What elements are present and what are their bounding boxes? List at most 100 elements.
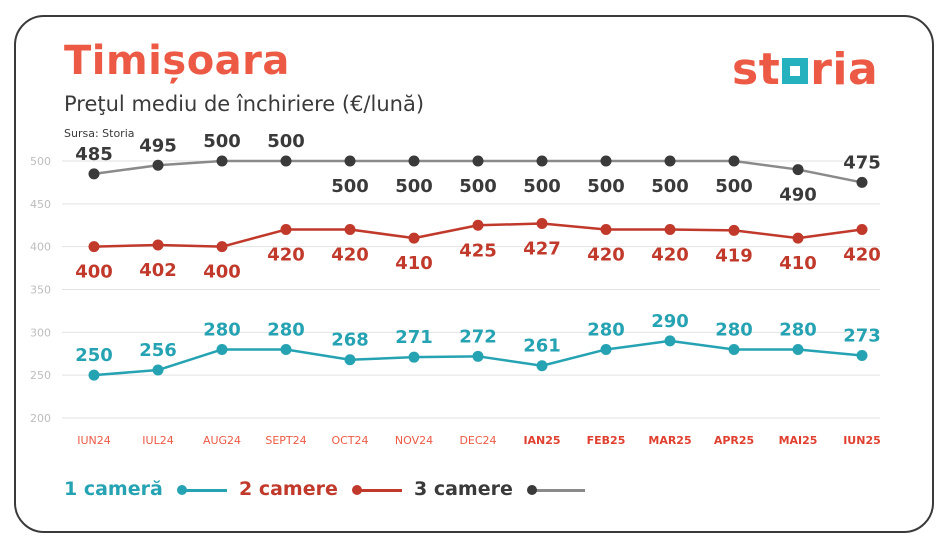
data-label: 280 bbox=[203, 319, 241, 340]
data-point bbox=[152, 364, 164, 376]
y-tick-label: 200 bbox=[30, 412, 51, 425]
data-point bbox=[280, 224, 292, 236]
data-point bbox=[408, 155, 420, 167]
x-tick-label: MAI25 bbox=[779, 434, 818, 447]
y-tick-label: 350 bbox=[30, 284, 51, 297]
data-label: 500 bbox=[267, 131, 305, 152]
y-tick-label: 450 bbox=[30, 198, 51, 211]
data-label: 280 bbox=[779, 319, 817, 340]
x-tick-label: IUN24 bbox=[77, 434, 111, 447]
storia-logo: st ria bbox=[732, 44, 879, 95]
data-label: 261 bbox=[523, 336, 561, 357]
y-tick-label: 250 bbox=[30, 369, 51, 382]
page-title: Timișoara bbox=[64, 38, 290, 84]
data-label: 427 bbox=[523, 239, 561, 260]
legend-label: 3 camere bbox=[414, 478, 513, 500]
data-label: 419 bbox=[715, 245, 753, 266]
data-label: 500 bbox=[523, 176, 561, 197]
data-label: 420 bbox=[267, 245, 305, 266]
legend-item-1-camera: 1 cameră bbox=[64, 478, 228, 500]
data-point bbox=[792, 164, 804, 176]
data-point bbox=[856, 176, 868, 188]
x-tick-label: APR25 bbox=[714, 434, 754, 447]
data-point bbox=[536, 155, 548, 167]
data-label: 500 bbox=[587, 176, 625, 197]
data-label: 500 bbox=[715, 176, 753, 197]
data-label: 410 bbox=[779, 253, 817, 274]
data-point bbox=[536, 360, 548, 372]
data-label: 420 bbox=[651, 245, 689, 266]
data-label: 475 bbox=[843, 152, 881, 173]
x-tick-label: IUL24 bbox=[142, 434, 173, 447]
data-label: 250 bbox=[75, 345, 113, 366]
data-label: 420 bbox=[331, 245, 369, 266]
data-point bbox=[856, 224, 868, 236]
data-label: 256 bbox=[139, 340, 177, 361]
data-label: 425 bbox=[459, 240, 497, 261]
data-point bbox=[536, 218, 548, 230]
legend-item-2-camere: 2 camere bbox=[239, 478, 403, 500]
data-label: 290 bbox=[651, 311, 689, 332]
data-point bbox=[728, 343, 740, 355]
data-label: 500 bbox=[331, 176, 369, 197]
x-tick-label: NOV24 bbox=[395, 434, 433, 447]
legend-swatch bbox=[177, 484, 228, 496]
legend-swatch bbox=[352, 484, 403, 496]
x-tick-label: OCT24 bbox=[331, 434, 368, 447]
data-label: 402 bbox=[139, 260, 177, 281]
data-point bbox=[88, 241, 100, 253]
data-point bbox=[408, 232, 420, 244]
data-label: 420 bbox=[587, 245, 625, 266]
legend-label: 2 camere bbox=[239, 478, 338, 500]
data-label: 500 bbox=[395, 176, 433, 197]
data-label: 280 bbox=[587, 319, 625, 340]
legend-label: 1 cameră bbox=[64, 478, 163, 500]
data-point bbox=[472, 350, 484, 362]
x-tick-label: AUG24 bbox=[203, 434, 241, 447]
data-label: 400 bbox=[203, 262, 241, 283]
data-point bbox=[664, 224, 676, 236]
chart-card bbox=[14, 15, 934, 533]
x-tick-label: FEB25 bbox=[587, 434, 626, 447]
data-point bbox=[88, 168, 100, 180]
data-label: 400 bbox=[75, 262, 113, 283]
data-point bbox=[856, 349, 868, 361]
data-label: 485 bbox=[75, 144, 113, 165]
data-label: 500 bbox=[651, 176, 689, 197]
source-note: Sursa: Storia bbox=[64, 127, 135, 140]
legend-swatch bbox=[527, 484, 586, 496]
data-label: 271 bbox=[395, 327, 433, 348]
x-tick-label: IAN25 bbox=[523, 434, 560, 447]
x-tick-label: MAR25 bbox=[648, 434, 691, 447]
data-point bbox=[664, 335, 676, 347]
data-point bbox=[472, 219, 484, 231]
x-tick-label: IUN25 bbox=[843, 434, 881, 447]
y-tick-label: 400 bbox=[30, 241, 51, 254]
x-tick-label: SEPT24 bbox=[265, 434, 306, 447]
x-tick-label: DEC24 bbox=[459, 434, 496, 447]
data-label: 490 bbox=[779, 185, 817, 206]
data-label: 273 bbox=[843, 325, 881, 346]
logo-square-icon bbox=[782, 58, 809, 84]
data-point bbox=[792, 343, 804, 355]
data-point bbox=[280, 155, 292, 167]
data-point bbox=[600, 343, 612, 355]
data-point bbox=[88, 369, 100, 381]
data-point bbox=[216, 343, 228, 355]
data-label: 410 bbox=[395, 253, 433, 274]
data-label: 272 bbox=[459, 326, 497, 347]
legend-item-3-camere: 3 camere bbox=[414, 478, 586, 500]
y-tick-label: 500 bbox=[30, 155, 51, 168]
data-point bbox=[472, 155, 484, 167]
data-point bbox=[600, 224, 612, 236]
data-point bbox=[664, 155, 676, 167]
data-point bbox=[216, 155, 228, 167]
data-point bbox=[408, 351, 420, 363]
chart-subtitle: Preţul mediu de închiriere (€/lună) bbox=[64, 92, 425, 116]
data-point bbox=[152, 239, 164, 251]
data-label: 420 bbox=[843, 245, 881, 266]
data-label: 500 bbox=[459, 176, 497, 197]
data-point bbox=[600, 155, 612, 167]
data-label: 280 bbox=[715, 319, 753, 340]
